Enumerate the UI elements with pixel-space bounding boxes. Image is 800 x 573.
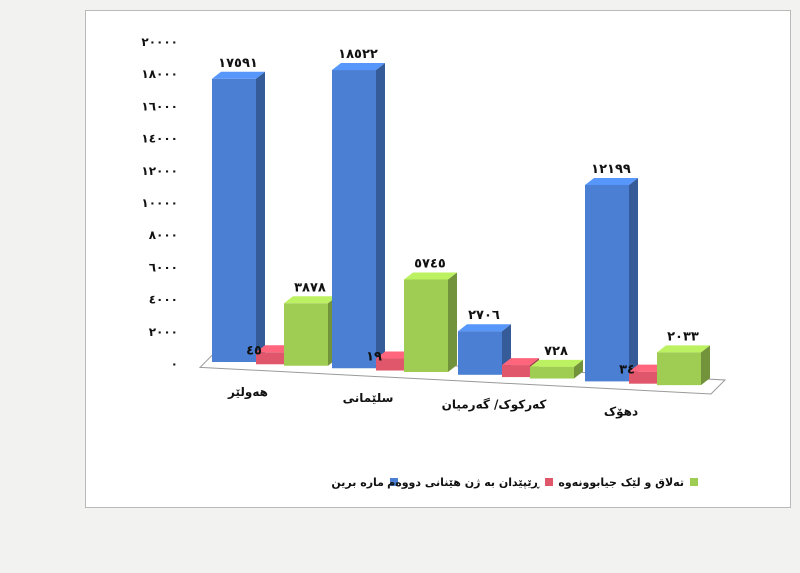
category-label: هەولێر bbox=[227, 385, 268, 400]
bar-top bbox=[657, 345, 710, 353]
legend-entry: مارە برین bbox=[331, 476, 398, 489]
data-label: ٢٧٠٦ bbox=[468, 308, 500, 323]
bar-top bbox=[332, 63, 385, 71]
bar-1 bbox=[458, 331, 502, 375]
category-label: دهۆک bbox=[604, 404, 638, 419]
data-label: ١٨٥٢٢ bbox=[338, 47, 378, 62]
y-tick-label: ٠ bbox=[171, 357, 178, 371]
bar-side bbox=[256, 71, 265, 362]
bar-side bbox=[574, 359, 583, 379]
bar-side bbox=[701, 345, 710, 386]
data-label: ١٧٥٩١ bbox=[218, 56, 258, 71]
y-tick-label: ١٦٠٠٠ bbox=[141, 99, 178, 113]
y-tick-label: ٢٠٠٠ bbox=[149, 325, 178, 339]
data-label: ٢٠٣٣ bbox=[667, 329, 699, 344]
bar-top bbox=[585, 177, 638, 185]
data-label: ٤٥ bbox=[246, 343, 262, 358]
bar-2 bbox=[376, 358, 404, 371]
bar-top bbox=[458, 324, 511, 332]
y-tick-label: ٦٠٠٠ bbox=[149, 260, 178, 274]
bar-3 bbox=[530, 366, 574, 379]
bar-2 bbox=[256, 352, 284, 365]
bar-side bbox=[448, 272, 457, 372]
y-tick-label: ١٨٠٠٠ bbox=[141, 67, 178, 81]
data-label: ٣٨٧٨ bbox=[294, 280, 326, 295]
data-label: ٧٢٨ bbox=[544, 344, 568, 359]
bar-top bbox=[629, 364, 666, 372]
bar-top bbox=[404, 272, 457, 280]
bar-top bbox=[256, 345, 293, 353]
legend-entry: ڕێپێدان بە ژن هێنانی دووەم bbox=[387, 476, 553, 489]
legend-label: تەلاق و لێک جیابوونەوە bbox=[558, 476, 684, 489]
bar-1 bbox=[585, 184, 629, 382]
data-label: ١٩ bbox=[366, 350, 382, 365]
bar-side bbox=[629, 177, 638, 382]
bar-1 bbox=[212, 78, 256, 362]
y-tick-label: ٢٠٠٠٠ bbox=[141, 35, 178, 49]
bar-2 bbox=[629, 371, 657, 384]
bar-top bbox=[530, 359, 583, 367]
bar-top bbox=[502, 358, 539, 366]
category-label: سلێمانی bbox=[343, 391, 394, 405]
bar-top bbox=[376, 351, 413, 359]
y-tick-label: ١٤٠٠٠ bbox=[141, 132, 178, 146]
bar-top bbox=[212, 71, 265, 79]
legend: مارە برین ڕێپێدان بە ژن هێنانی دووەم تەلاق… bbox=[331, 476, 698, 489]
legend-label: ڕێپێدان بە ژن هێنانی دووەم bbox=[387, 476, 540, 489]
data-label: ٥٧٤٥ bbox=[414, 256, 446, 271]
y-tick-label: ٤٠٠٠ bbox=[149, 293, 178, 307]
legend-swatch bbox=[390, 478, 398, 486]
legend-entry: تەلاق و لێک جیابوونەوە bbox=[558, 476, 698, 489]
data-label: ٣٤ bbox=[619, 363, 635, 378]
legend-swatch bbox=[690, 478, 698, 486]
bar-top bbox=[284, 296, 337, 304]
bar-3 bbox=[404, 279, 448, 372]
chart-frame bbox=[85, 10, 791, 508]
bar-side bbox=[376, 63, 385, 369]
y-tick-label: ١٢٠٠٠ bbox=[141, 164, 178, 178]
bar-2 bbox=[502, 365, 530, 378]
legend-label: مارە برین bbox=[331, 476, 384, 489]
category-label: کەرکوک/ گەرمیان bbox=[442, 398, 547, 413]
bar-3 bbox=[657, 352, 701, 386]
bar-3 bbox=[284, 303, 328, 366]
y-tick-label: ١٠٠٠٠ bbox=[141, 196, 178, 210]
legend-swatch bbox=[545, 478, 553, 486]
y-tick-label: ٨٠٠٠ bbox=[149, 228, 178, 242]
bar-1 bbox=[332, 70, 376, 369]
data-label: ١٢١٩٩ bbox=[591, 162, 631, 177]
